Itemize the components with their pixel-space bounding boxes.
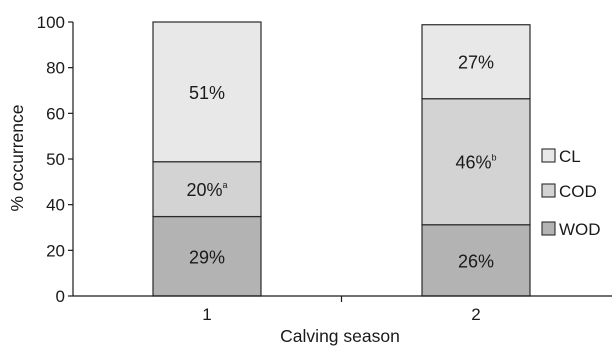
- legend-swatch-cl: [541, 148, 556, 163]
- data-label-cl-1: 51%: [189, 83, 225, 103]
- data-label-cl-2: 27%: [458, 53, 494, 73]
- data-label-cod-1: 20%a: [186, 180, 227, 200]
- y-tick-label: 50: [46, 150, 65, 169]
- bar-segment-cl-1: [152, 21, 262, 163]
- legend-label-cod: COD: [559, 182, 597, 201]
- legend-label-cl: CL: [559, 147, 581, 166]
- legend-swatch-cod: [541, 183, 556, 198]
- data-label-wod-1: 29%: [189, 247, 225, 267]
- bar-segment-wod-2: [421, 224, 531, 297]
- bar-segment-cod-2: [421, 98, 531, 226]
- y-axis-title: % occurrence: [7, 105, 27, 212]
- data-label-cod-2: 46%b: [455, 153, 496, 173]
- legend: CL COD WOD: [541, 147, 601, 239]
- bar-segment-wod-1: [152, 215, 262, 297]
- y-tick-label: 0: [56, 287, 65, 306]
- legend-label-wod: WOD: [559, 220, 601, 239]
- x-tick-label: 1: [202, 305, 211, 324]
- data-label-wod-2: 26%: [458, 251, 494, 271]
- legend-swatch-wod: [541, 221, 556, 236]
- x-tick-label: 2: [471, 305, 480, 324]
- y-tick-label: 40: [46, 196, 65, 215]
- y-tick-label: 20: [46, 241, 65, 260]
- y-tick-label: 80: [46, 59, 65, 78]
- bar-segment-cod-1: [152, 161, 262, 218]
- y-tick-label: 100: [37, 13, 65, 32]
- x-axis-title: Calving season: [280, 326, 400, 346]
- y-tick-label: 60: [46, 104, 65, 123]
- bar-segment-cl-2: [421, 24, 531, 100]
- y-axis: 0 20 40 50 60 80 100: [37, 13, 74, 306]
- bars-group: 29% 20%a 51% 26% 46%b 27%: [152, 21, 531, 297]
